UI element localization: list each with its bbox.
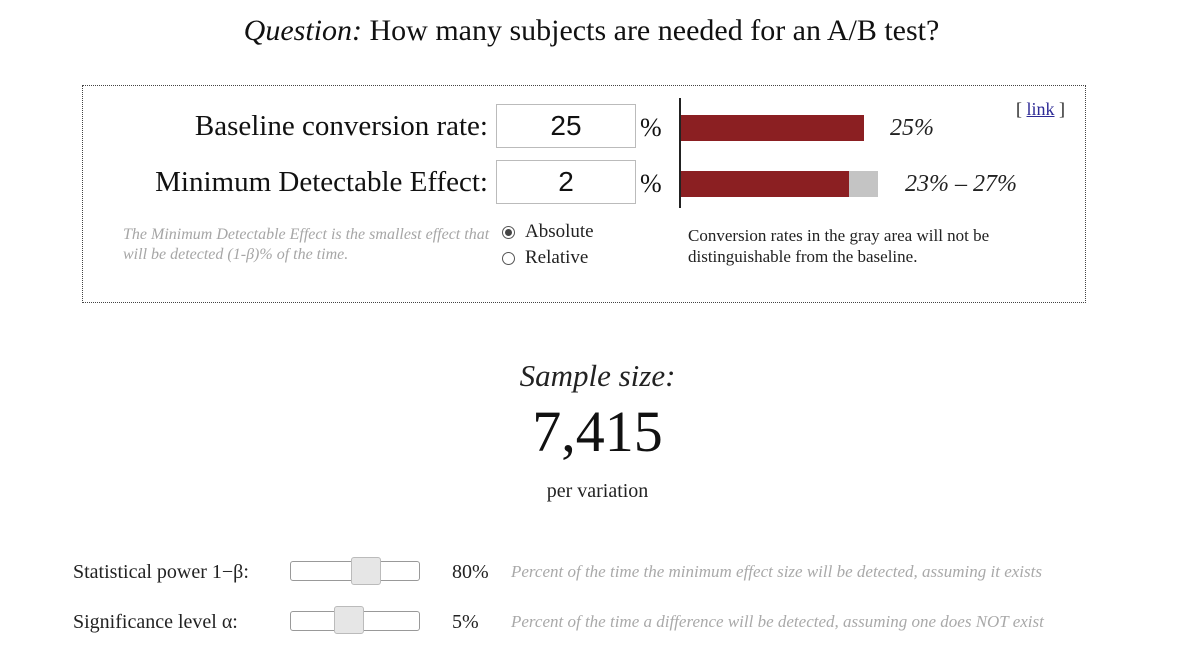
- input-panel: [82, 85, 1086, 303]
- power-value: 80%: [452, 561, 489, 583]
- significance-value: 5%: [452, 611, 479, 633]
- power-label: Statistical power 1−β:: [73, 561, 249, 583]
- power-description: Percent of the time the minimum effect s…: [511, 562, 1042, 581]
- permalink[interactable]: link: [1026, 99, 1055, 119]
- significance-description: Percent of the time a difference will be…: [511, 612, 1044, 631]
- mde-gray-area: [849, 171, 878, 197]
- mde-label: Minimum Detectable Effect:: [155, 166, 488, 198]
- mde-range-label: 23% – 27%: [905, 171, 1017, 197]
- question-prefix: Question:: [243, 14, 362, 47]
- radio-relative[interactable]: Relative: [502, 247, 588, 269]
- radio-relative-label: Relative: [525, 247, 589, 268]
- baseline-unit: %: [640, 113, 662, 142]
- radio-absolute[interactable]: Absolute: [502, 221, 594, 243]
- significance-slider-thumb[interactable]: [334, 606, 364, 634]
- radio-absolute-label: Absolute: [525, 221, 594, 242]
- link-open-bracket: [: [1016, 99, 1022, 119]
- mde-input[interactable]: [496, 160, 636, 204]
- sample-size-unit: per variation: [546, 480, 649, 502]
- baseline-input[interactable]: [496, 104, 636, 148]
- power-slider-thumb[interactable]: [351, 557, 381, 585]
- link-container: [ link ]: [1016, 99, 1065, 120]
- mde-hint: The Minimum Detectable Effect is the sma…: [123, 226, 490, 263]
- page-title: Question: How many subjects are needed f…: [0, 14, 1183, 48]
- baseline-bar-label: 25%: [890, 115, 934, 141]
- radio-relative-indicator[interactable]: [502, 251, 515, 265]
- link-close-bracket: ]: [1059, 99, 1066, 119]
- sample-size-label: Sample size:: [519, 358, 676, 393]
- significance-label: Significance level α:: [73, 611, 238, 633]
- mde-bar-low: [681, 171, 849, 197]
- radio-absolute-indicator[interactable]: [502, 225, 515, 239]
- baseline-bar: [681, 115, 864, 141]
- question-text: How many subjects are needed for an A/B …: [369, 14, 940, 47]
- mde-unit: %: [640, 169, 662, 198]
- bar-axis-line: [679, 98, 681, 208]
- baseline-label: Baseline conversion rate:: [194, 110, 488, 142]
- sample-size-value: 7,415: [532, 399, 663, 464]
- gray-area-note: Conversion rates in the gray area will n…: [688, 226, 990, 266]
